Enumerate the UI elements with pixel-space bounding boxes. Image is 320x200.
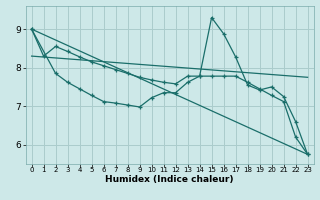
X-axis label: Humidex (Indice chaleur): Humidex (Indice chaleur) [105, 175, 234, 184]
